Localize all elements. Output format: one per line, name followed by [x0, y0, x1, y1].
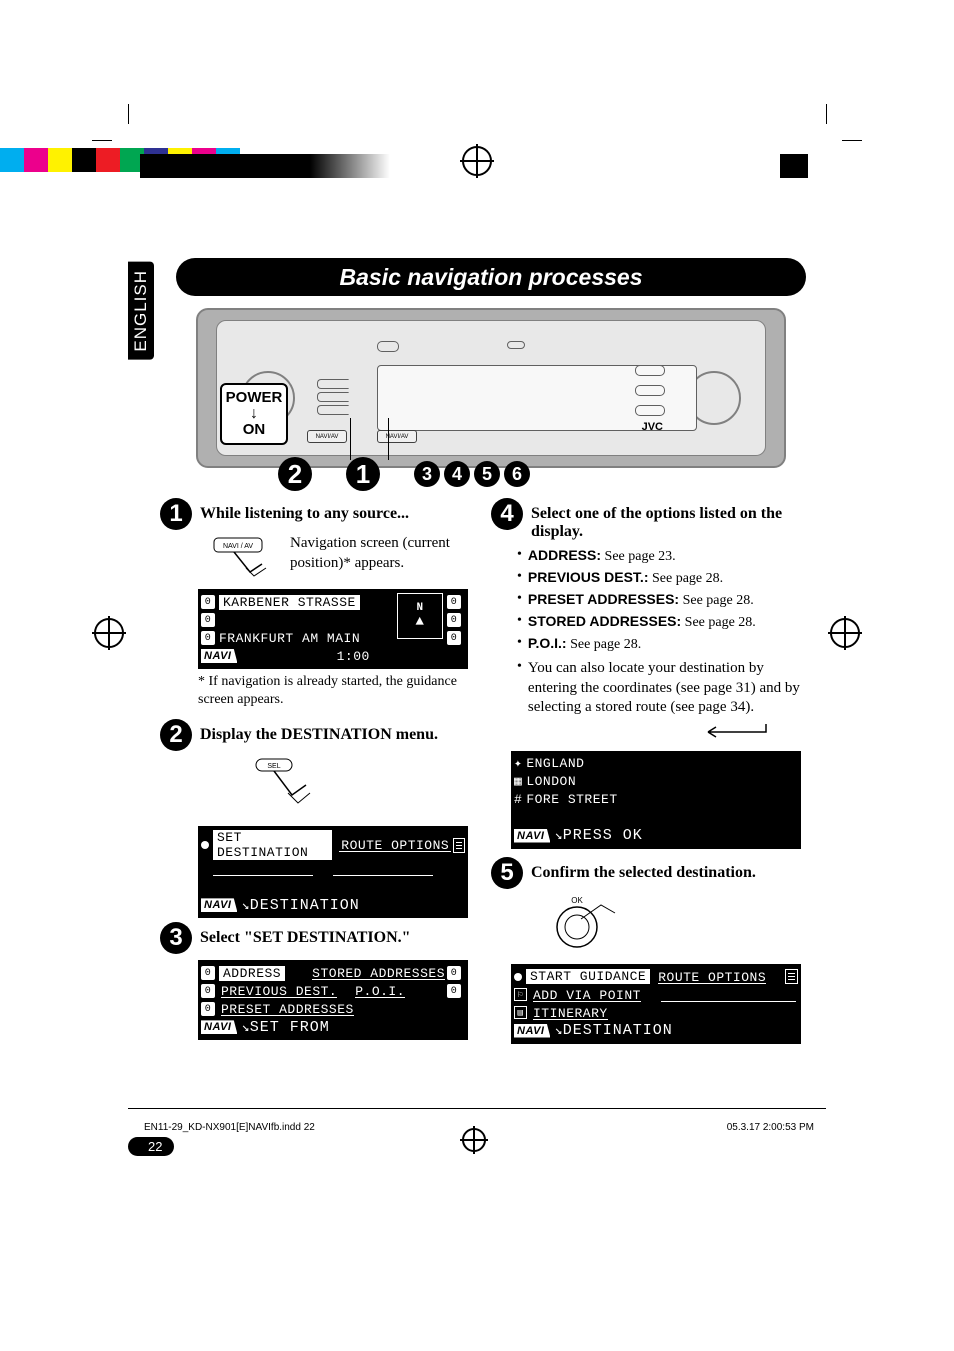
step-5-title: Confirm the selected destination.	[531, 861, 756, 882]
left-column: 1 While listening to any source... NAVI …	[170, 502, 479, 1048]
right-column: 4 Select one of the options listed on th…	[501, 502, 810, 1048]
page-body: ENGLISH Basic navigation processes JVC N…	[128, 220, 826, 1160]
svg-text:NAVI / AV: NAVI / AV	[223, 543, 253, 550]
press-button-icon: NAVI / AV	[210, 534, 280, 578]
lcd-press-ok: ✦ENGLAND ▦LONDON #FORE STREET NAVI ↘PRES…	[511, 751, 801, 849]
crosshair-icon	[830, 618, 860, 648]
color-swatch	[48, 148, 72, 172]
step-2-title: Display the DESTINATION menu.	[200, 723, 438, 744]
lcd-nav-screen: 0KARBENER STRASSE 0 0FRANKFURT AM MAIN N…	[198, 589, 468, 669]
step-ref-1: 1	[346, 457, 380, 491]
option-item: •STORED ADDRESSES: See page 28.	[517, 613, 810, 631]
footer-rule	[128, 1108, 826, 1109]
lcd-destination-confirm: START GUIDANCE ROUTE OPTIONS ⚐ ADD VIA P…	[511, 964, 801, 1044]
option-item: •ADDRESS: See page 23.	[517, 547, 810, 565]
navi-av-button: NAVI/AV	[377, 430, 417, 443]
step-ref-5: 5	[474, 461, 500, 487]
step-4-title: Select one of the options listed on the …	[531, 502, 810, 541]
crosshair-icon	[94, 618, 124, 648]
step-4-options: •ADDRESS: See page 23. •PREVIOUS DEST.: S…	[517, 547, 810, 653]
compass-icon: N ▲	[397, 593, 443, 639]
power-on-label: POWER ↓ ON	[220, 383, 288, 445]
step-marker-5: 5	[491, 857, 523, 889]
step-marker-1: 1	[160, 498, 192, 530]
lcd-destination-menu: SET DESTINATION ROUTE OPTIONS NAVI ↘DEST…	[198, 826, 468, 918]
color-swatch	[0, 148, 24, 172]
on-text: ON	[222, 421, 286, 440]
lcd-set-from: 0ADDRESS STORED ADDRESSES0 0PREVIOUS DES…	[198, 960, 468, 1040]
option-item: •PRESET ADDRESSES: See page 28.	[517, 591, 810, 609]
step-marker-3: 3	[160, 922, 192, 954]
doc-icon	[453, 838, 465, 853]
color-swatch	[24, 148, 48, 172]
press-sel-icon: SEL	[250, 755, 340, 815]
brand-label: JVC	[642, 421, 663, 433]
step-3-title: Select "SET DESTINATION."	[200, 926, 411, 947]
footer-timestamp: 05.3.17 2:00:53 PM	[727, 1122, 814, 1133]
press-ok-dial-icon: OK	[551, 893, 631, 953]
navi-av-button: NAVI/AV	[307, 430, 347, 443]
color-swatch	[72, 148, 96, 172]
page-number: 22	[128, 1137, 174, 1156]
step-1-note: * If navigation is already started, the …	[198, 673, 479, 709]
step-ref-4: 4	[444, 461, 470, 487]
color-swatch	[96, 148, 120, 172]
step-marker-2: 2	[160, 719, 192, 751]
option-item: •P.O.I.: See page 28.	[517, 635, 810, 653]
svg-text:SEL: SEL	[267, 763, 280, 770]
footer-file: EN11-29_KD-NX901[E]NAVIfb.indd 22	[144, 1122, 315, 1133]
step-reference-circles: 2 1 3 4 5 6	[278, 454, 678, 494]
step-ref-6: 6	[504, 461, 530, 487]
arrow-down-icon: ↓	[222, 408, 286, 421]
page-title: Basic navigation processes	[176, 258, 806, 296]
step-ref-2: 2	[278, 457, 312, 491]
option-item: •PREVIOUS DEST.: See page 28.	[517, 569, 810, 587]
step-marker-4: 4	[491, 498, 523, 530]
step-ref-3: 3	[414, 461, 440, 487]
svg-text:OK: OK	[571, 896, 583, 905]
step-4-extra: You can also locate your destination by …	[528, 659, 810, 718]
step-1-body: Navigation screen (current position)* ap…	[290, 534, 479, 583]
return-arrow-icon	[501, 722, 810, 745]
step-1-title: While listening to any source...	[200, 502, 409, 523]
language-tab: ENGLISH	[128, 262, 154, 360]
doc-icon	[785, 969, 798, 984]
crosshair-icon	[462, 146, 492, 176]
